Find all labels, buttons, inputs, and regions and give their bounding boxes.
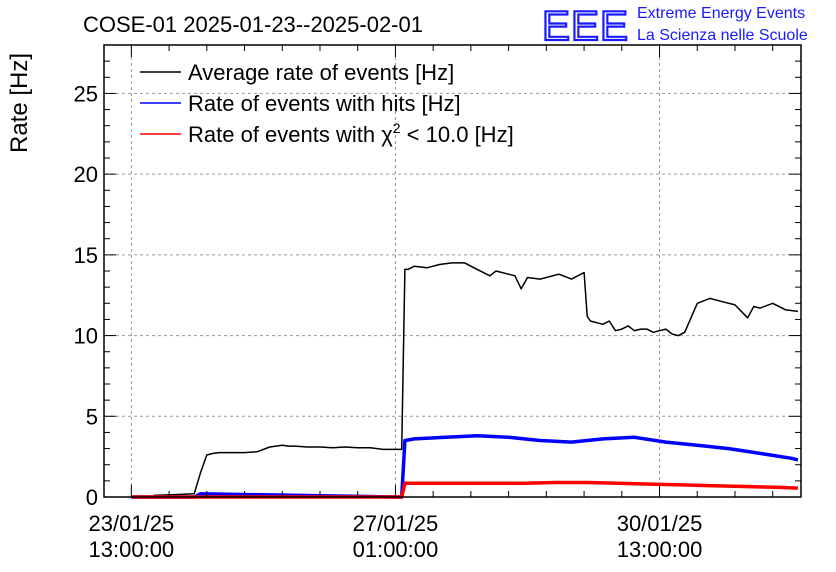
series-line-hits: [131, 433, 799, 499]
y-tick-label: 25: [74, 81, 98, 106]
x-tick-label-time: 01:00:00: [353, 537, 439, 562]
eee-logo-line-1: Extreme Energy Events: [637, 5, 805, 22]
chart-title: COSE-01 2025-01-23--2025-02-01: [83, 12, 423, 37]
legend-label-chi2-sup: 2: [393, 120, 401, 136]
legend-label-average: Average rate of events [Hz]: [188, 60, 454, 85]
y-tick-label: 5: [86, 404, 98, 429]
y-axis-label: Rate [Hz]: [6, 53, 33, 153]
x-tick-label-date: 23/01/25: [89, 511, 175, 536]
axis-ticks: 051015202523/01/2513:00:0027/01/2501:00:…: [74, 44, 801, 562]
y-tick-label: 15: [74, 243, 98, 268]
y-tick-label: 10: [74, 324, 98, 349]
legend: Average rate of events [Hz] Rate of even…: [140, 60, 514, 147]
x-tick-label-time: 13:00:00: [617, 537, 703, 562]
legend-label-chi2-suffix: < 10.0 [Hz]: [401, 122, 514, 147]
eee-logo: EEE Extreme Energy Events La Scienza nel…: [541, 1, 808, 50]
y-tick-label: 0: [86, 485, 98, 510]
eee-logo-line-2: La Scienza nelle Scuole: [637, 27, 808, 44]
grid-lines: [104, 45, 801, 497]
legend-label-chi2-prefix: Rate of events with χ: [188, 122, 393, 147]
legend-label-hits: Rate of events with hits [Hz]: [188, 91, 461, 116]
x-tick-label-date: 30/01/25: [617, 511, 703, 536]
x-tick-label-date: 27/01/25: [353, 511, 439, 536]
y-tick-label: 20: [74, 162, 98, 187]
legend-label-chi2: Rate of events with χ2 < 10.0 [Hz]: [188, 120, 514, 147]
x-tick-label-time: 13:00:00: [89, 537, 175, 562]
series-line-average: [153, 262, 799, 497]
eee-logo-mark: EEE: [542, 2, 629, 49]
series-lines: [131, 262, 799, 499]
